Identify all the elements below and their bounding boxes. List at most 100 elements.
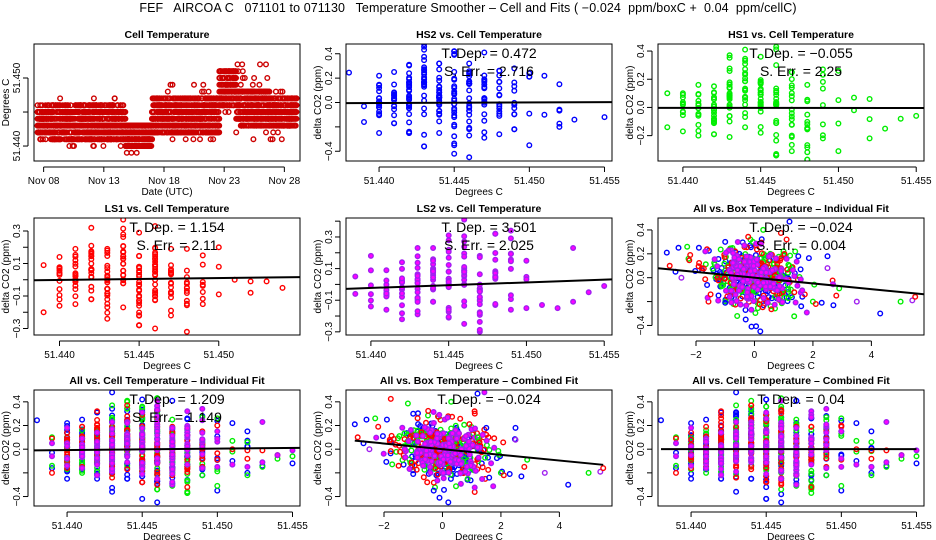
ls1-point xyxy=(753,246,760,253)
hs2-point xyxy=(526,70,533,77)
hs2-point xyxy=(466,154,473,161)
hs1-point xyxy=(757,129,764,136)
hs1-point xyxy=(804,144,811,151)
cell-temp-point xyxy=(70,142,77,149)
cell-temp-point xyxy=(169,81,176,88)
ls2-point xyxy=(445,278,452,285)
hs1-point xyxy=(742,57,749,64)
ls1-point xyxy=(745,233,752,240)
ls2-point xyxy=(539,302,546,309)
ls2-point xyxy=(154,455,161,462)
ls2-point xyxy=(430,298,437,305)
y-tick-label: 0.0 xyxy=(636,100,647,114)
ls2-point xyxy=(760,295,767,302)
hs2-point xyxy=(421,53,428,60)
ls2-point xyxy=(711,256,718,263)
ls2-point xyxy=(507,306,514,313)
ls1-point xyxy=(152,325,159,332)
ls1-point xyxy=(737,295,744,302)
ls1-point xyxy=(104,262,111,269)
cell-temp-point xyxy=(233,129,240,136)
ls2-point xyxy=(476,318,483,325)
outlier-point xyxy=(760,226,767,233)
hs2-point xyxy=(109,405,116,412)
cell-temp-point xyxy=(293,108,300,115)
cell-temp-point xyxy=(256,81,263,88)
cell-temp-point xyxy=(293,102,300,109)
hs2-point xyxy=(556,107,563,114)
y-axis-label: delta CO2 (ppm) xyxy=(1,240,12,314)
hs2-point xyxy=(289,460,296,467)
hs1-point xyxy=(695,100,702,107)
ls1-point xyxy=(120,218,127,223)
x-axis-label: Degrees C xyxy=(767,187,815,198)
hs1-point xyxy=(788,84,795,91)
hs2-point xyxy=(79,416,86,423)
ls2-point xyxy=(461,238,468,245)
hs2-point xyxy=(154,499,161,506)
outlier-point xyxy=(707,291,714,298)
cell-temp-point xyxy=(164,88,171,95)
hs2-point xyxy=(421,143,428,150)
hs1-point xyxy=(742,94,749,101)
cell-temp-point xyxy=(239,68,246,75)
hs1-point xyxy=(785,269,792,276)
ls2-point xyxy=(64,443,71,450)
ls2-point xyxy=(492,301,499,308)
x-axis-label: Date (UTC) xyxy=(141,187,192,198)
ls1-point xyxy=(72,263,79,270)
cell-temp-point xyxy=(128,149,135,156)
hs2-point xyxy=(346,69,353,76)
ls1-point xyxy=(56,286,63,293)
hs2-point xyxy=(451,100,458,107)
hs1-point xyxy=(742,78,749,85)
hs1-point xyxy=(757,77,764,84)
cell-temp-point xyxy=(277,88,284,95)
hs1-point xyxy=(711,83,718,90)
cell-temp-point xyxy=(293,95,300,102)
ls1-point xyxy=(136,287,143,294)
plot-area xyxy=(34,218,300,335)
ls2-point xyxy=(94,449,101,456)
hs1-point xyxy=(773,46,780,53)
x-tick-label: Nov 13 xyxy=(88,176,120,187)
hs1-point xyxy=(726,79,733,86)
ls1-point xyxy=(120,252,127,259)
hs1-point xyxy=(819,85,826,92)
hs1-point xyxy=(804,156,811,161)
ls1-point xyxy=(40,309,47,316)
panel-title: HS2 vs. Cell Temperature xyxy=(416,29,542,41)
cell-temp-point xyxy=(207,136,214,143)
ls2-point xyxy=(750,298,757,305)
hs2-point xyxy=(421,69,428,76)
hs1-point xyxy=(773,62,780,69)
hs2-point xyxy=(421,111,428,118)
hs2-point xyxy=(451,121,458,128)
hs2-point xyxy=(361,118,368,125)
ls2-point xyxy=(64,455,71,462)
y-tick-label: −0.1 xyxy=(324,290,335,310)
outlier-point xyxy=(698,265,705,272)
cell-temp-point xyxy=(263,129,270,136)
ls1-point xyxy=(152,253,159,260)
ls2-point xyxy=(476,254,483,261)
ls2-point xyxy=(94,472,101,479)
hs2-point xyxy=(481,49,488,56)
hs1-point xyxy=(726,52,733,59)
plot-area xyxy=(658,218,924,335)
hs2-point xyxy=(421,92,428,99)
ls2-point xyxy=(702,248,709,255)
ls2-point xyxy=(492,256,499,263)
ls2-point xyxy=(779,299,786,306)
x-tick-label: 51.445 xyxy=(745,176,776,187)
fit-line xyxy=(34,276,300,282)
hs1-point xyxy=(773,87,780,94)
ls2-point xyxy=(507,227,514,234)
ls1-point xyxy=(183,290,190,297)
ls2-point xyxy=(445,237,452,244)
hs1-point xyxy=(695,81,702,88)
ls2-point xyxy=(49,440,56,447)
